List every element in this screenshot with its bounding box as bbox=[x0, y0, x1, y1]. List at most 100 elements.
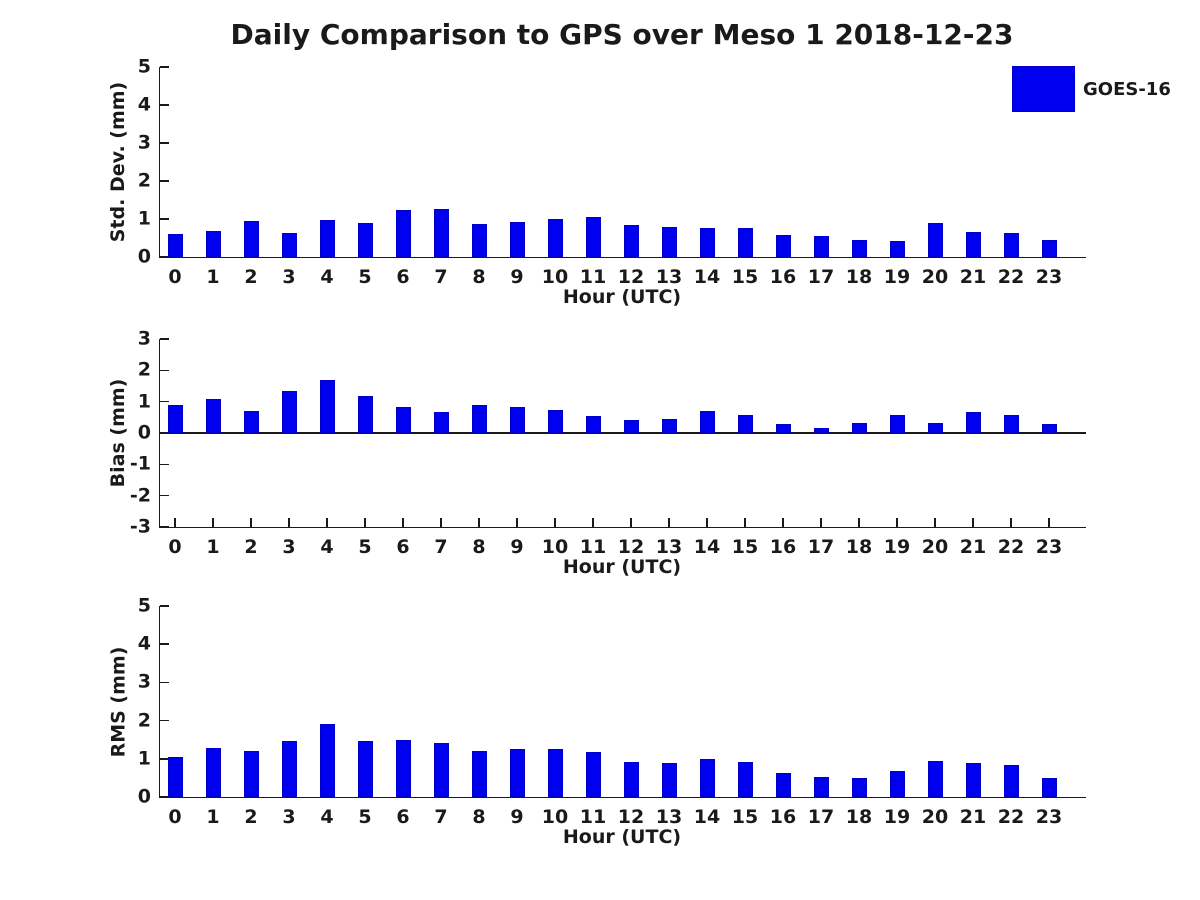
bar-hour-3 bbox=[281, 391, 297, 433]
bar-hour-9 bbox=[509, 406, 525, 433]
x-tick bbox=[326, 518, 328, 527]
bar-hour-19 bbox=[889, 414, 905, 433]
y-tick-label: 3 bbox=[137, 670, 151, 693]
x-tick-label: 0 bbox=[168, 266, 182, 288]
x-tick-label: 10 bbox=[541, 806, 569, 828]
y-tick-label: 3 bbox=[137, 131, 151, 154]
bar-hour-11 bbox=[585, 416, 601, 433]
x-tick-label: 20 bbox=[921, 806, 949, 828]
bar-hour-23 bbox=[1041, 423, 1057, 433]
bar-hour-12 bbox=[623, 762, 639, 797]
x-tick bbox=[592, 518, 594, 527]
x-tick-label: 19 bbox=[883, 266, 911, 288]
x-tick bbox=[782, 518, 784, 527]
bar-hour-6 bbox=[395, 406, 411, 433]
rms-plot-area: 0 1 2 3 4 5 0 1 2 3 4 5 6 7 8 9 10 11 12 13 14 15 16 17 18 19 20 21… bbox=[138, 596, 1086, 828]
bar-hour-8 bbox=[471, 405, 487, 433]
x-tick-label: 9 bbox=[510, 806, 524, 828]
x-tick-label: 23 bbox=[1035, 266, 1063, 288]
x-tick-label: 14 bbox=[693, 806, 721, 828]
x-tick bbox=[288, 518, 290, 527]
x-tick bbox=[364, 518, 366, 527]
bar-hour-7 bbox=[433, 412, 449, 433]
x-tick bbox=[516, 518, 518, 527]
y-tick-label: 1 bbox=[137, 207, 151, 230]
x-tick-label: 2 bbox=[244, 536, 258, 558]
x-tick bbox=[478, 518, 480, 527]
x-tick-label: 4 bbox=[320, 536, 334, 558]
x-tick-label: 8 bbox=[472, 806, 486, 828]
x-tick-label: 17 bbox=[807, 536, 835, 558]
bar-hour-5 bbox=[357, 396, 373, 433]
x-tick-label: 5 bbox=[358, 806, 372, 828]
std-dev-plot-area: 0 1 2 3 4 5 0 1 2 3 4 5 6 7 8 9 10 11 12 13 14 15 16 17 18 19 20 21… bbox=[138, 57, 1086, 288]
bias-y-axis-label: Bias (mm) bbox=[107, 378, 129, 488]
x-tick-label: 12 bbox=[617, 266, 645, 288]
y-tick bbox=[160, 758, 169, 760]
y-tick bbox=[160, 643, 169, 645]
x-tick-label: 3 bbox=[282, 536, 296, 558]
legend-swatch-goes16 bbox=[1012, 66, 1075, 112]
y-tick bbox=[160, 369, 169, 372]
bar-hour-18 bbox=[851, 423, 867, 433]
y-tick-label: -2 bbox=[129, 484, 151, 507]
x-tick bbox=[896, 518, 898, 527]
bar-hour-11 bbox=[585, 752, 601, 797]
x-tick bbox=[212, 518, 214, 527]
y-tick-label: 2 bbox=[137, 709, 151, 732]
y-tick-label: 0 bbox=[137, 245, 151, 268]
x-tick-label: 16 bbox=[769, 536, 797, 558]
x-tick-label: 11 bbox=[579, 536, 607, 558]
bar-hour-17 bbox=[813, 777, 829, 797]
x-tick-label: 23 bbox=[1035, 806, 1063, 828]
x-tick-label: 19 bbox=[883, 536, 911, 558]
y-tick-label: -3 bbox=[129, 515, 151, 538]
x-tick-label: 2 bbox=[244, 266, 258, 288]
x-tick-label: 0 bbox=[168, 536, 182, 558]
bar-hour-4 bbox=[319, 380, 335, 433]
y-tick-label: 4 bbox=[137, 632, 151, 655]
y-tick bbox=[160, 681, 169, 684]
x-tick-label: 13 bbox=[655, 266, 683, 288]
legend-label-goes16: GOES-16 bbox=[1083, 78, 1171, 100]
x-tick-label: 20 bbox=[921, 536, 949, 558]
x-tick bbox=[250, 518, 252, 527]
x-tick-label: 6 bbox=[396, 266, 410, 288]
y-tick bbox=[160, 719, 169, 722]
rms-y-axis-label: RMS (mm) bbox=[107, 646, 129, 757]
figure-title: Daily Comparison to GPS over Meso 1 2018… bbox=[230, 18, 1014, 51]
y-tick-label: 5 bbox=[137, 594, 151, 617]
bar-hour-0 bbox=[167, 234, 183, 257]
x-tick bbox=[174, 518, 176, 527]
zero-line bbox=[160, 432, 1086, 434]
x-tick-label: 14 bbox=[693, 266, 721, 288]
bar-hour-19 bbox=[889, 770, 905, 797]
bar-hour-14 bbox=[699, 758, 715, 797]
bar-hour-23 bbox=[1041, 777, 1057, 797]
x-tick-label: 13 bbox=[655, 536, 683, 558]
x-tick bbox=[744, 518, 746, 527]
y-tick-label: 4 bbox=[137, 93, 151, 116]
bar-hour-1 bbox=[205, 231, 221, 257]
x-tick-label: 21 bbox=[959, 806, 987, 828]
bar-hour-9 bbox=[509, 749, 525, 797]
bar-hour-15 bbox=[737, 761, 753, 797]
x-tick-label: 11 bbox=[579, 806, 607, 828]
y-tick-label: 5 bbox=[137, 55, 151, 78]
x-tick-label: 9 bbox=[510, 266, 524, 288]
x-tick-label: 23 bbox=[1035, 536, 1063, 558]
x-tick-label: 0 bbox=[168, 806, 182, 828]
y-tick bbox=[160, 605, 169, 607]
bar-hour-4 bbox=[319, 219, 335, 257]
x-tick bbox=[858, 518, 860, 527]
x-tick bbox=[820, 518, 822, 527]
x-tick-label: 9 bbox=[510, 536, 524, 558]
x-tick bbox=[1048, 518, 1050, 527]
y-tick bbox=[160, 180, 169, 182]
x-tick-label: 1 bbox=[206, 536, 220, 558]
bar-hour-5 bbox=[357, 223, 373, 257]
x-tick-label: 21 bbox=[959, 266, 987, 288]
x-tick bbox=[706, 518, 708, 527]
bar-hour-4 bbox=[319, 723, 335, 797]
bar-hour-20 bbox=[927, 222, 943, 257]
